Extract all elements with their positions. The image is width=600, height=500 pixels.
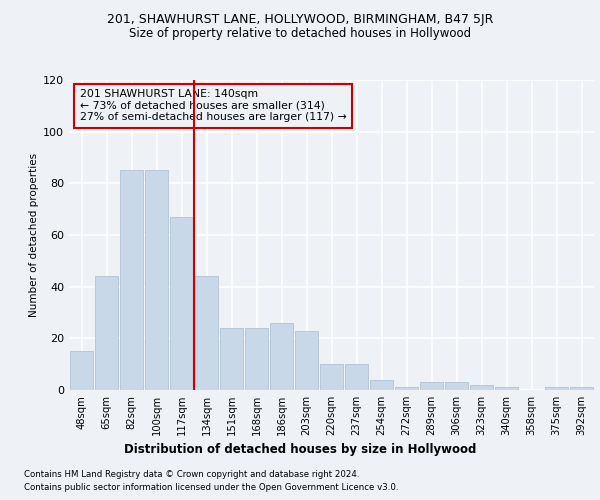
Bar	[295, 330, 318, 390]
Bar	[145, 170, 168, 390]
Bar	[70, 351, 93, 390]
Bar	[270, 323, 293, 390]
Bar	[545, 388, 568, 390]
Bar	[95, 276, 118, 390]
Bar	[420, 382, 443, 390]
Bar	[395, 388, 418, 390]
Y-axis label: Number of detached properties: Number of detached properties	[29, 153, 39, 317]
Text: Distribution of detached houses by size in Hollywood: Distribution of detached houses by size …	[124, 442, 476, 456]
Text: 201, SHAWHURST LANE, HOLLYWOOD, BIRMINGHAM, B47 5JR: 201, SHAWHURST LANE, HOLLYWOOD, BIRMINGH…	[107, 12, 493, 26]
Bar	[195, 276, 218, 390]
Bar	[245, 328, 268, 390]
Bar	[170, 217, 193, 390]
Bar	[370, 380, 393, 390]
Bar	[570, 388, 593, 390]
Text: Size of property relative to detached houses in Hollywood: Size of property relative to detached ho…	[129, 28, 471, 40]
Bar	[445, 382, 468, 390]
Bar	[320, 364, 343, 390]
Text: 201 SHAWHURST LANE: 140sqm
← 73% of detached houses are smaller (314)
27% of sem: 201 SHAWHURST LANE: 140sqm ← 73% of deta…	[79, 90, 346, 122]
Text: Contains public sector information licensed under the Open Government Licence v3: Contains public sector information licen…	[24, 482, 398, 492]
Bar	[495, 388, 518, 390]
Bar	[120, 170, 143, 390]
Bar	[470, 385, 493, 390]
Bar	[345, 364, 368, 390]
Text: Contains HM Land Registry data © Crown copyright and database right 2024.: Contains HM Land Registry data © Crown c…	[24, 470, 359, 479]
Bar	[220, 328, 243, 390]
